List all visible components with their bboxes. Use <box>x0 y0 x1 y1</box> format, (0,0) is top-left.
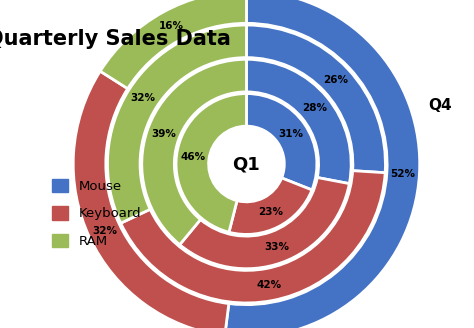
Text: 39%: 39% <box>151 129 176 139</box>
Wedge shape <box>246 59 351 184</box>
Legend: Mouse, Keyboard, RAM: Mouse, Keyboard, RAM <box>52 179 141 248</box>
Text: 26%: 26% <box>323 75 348 85</box>
Text: 33%: 33% <box>264 242 289 252</box>
Wedge shape <box>100 0 246 89</box>
Wedge shape <box>229 178 312 235</box>
Wedge shape <box>246 25 385 173</box>
Text: Quarterly Sales Data: Quarterly Sales Data <box>0 30 231 49</box>
Text: 32%: 32% <box>92 226 117 236</box>
Text: Q1: Q1 <box>233 155 260 173</box>
Wedge shape <box>142 59 246 245</box>
Text: Q4: Q4 <box>428 98 452 113</box>
Text: 23%: 23% <box>258 207 283 217</box>
Text: 31%: 31% <box>279 129 304 138</box>
Wedge shape <box>121 171 385 303</box>
Wedge shape <box>73 71 229 328</box>
Wedge shape <box>225 0 419 328</box>
Wedge shape <box>176 93 246 232</box>
Text: 52%: 52% <box>391 169 416 179</box>
Text: 16%: 16% <box>158 21 183 31</box>
Circle shape <box>209 126 284 202</box>
Text: 32%: 32% <box>130 93 155 103</box>
Wedge shape <box>246 93 317 190</box>
Wedge shape <box>180 177 349 269</box>
Wedge shape <box>108 25 246 223</box>
Text: 46%: 46% <box>180 152 205 162</box>
Text: 28%: 28% <box>302 103 327 113</box>
Text: 42%: 42% <box>257 279 282 290</box>
